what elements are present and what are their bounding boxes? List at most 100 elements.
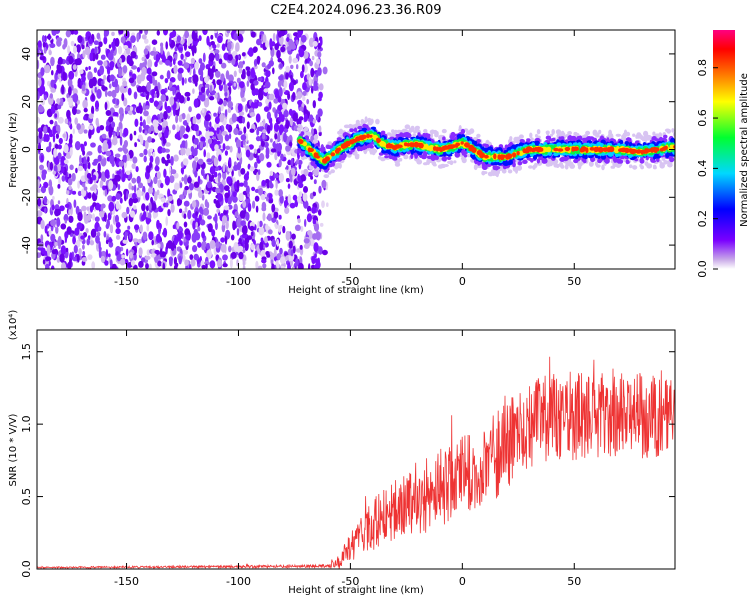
noise-speckle: [57, 200, 61, 205]
noise-speckle: [285, 178, 290, 183]
noise-speckle: [135, 106, 141, 114]
noise-speckle: [156, 30, 160, 36]
noise-speckle: [174, 182, 180, 191]
echo-cell: [518, 134, 524, 139]
noise-speckle: [240, 89, 244, 98]
echo-cell: [446, 156, 452, 160]
noise-speckle: [142, 119, 146, 129]
noise-speckle: [80, 124, 85, 131]
echo-cell: [626, 160, 630, 164]
noise-speckle: [81, 257, 88, 262]
noise-speckle: [276, 253, 282, 261]
noise-speckle: [265, 40, 269, 48]
noise-speckle: [163, 30, 168, 36]
echo-cell: [360, 118, 365, 125]
echo-cell: [384, 155, 389, 159]
noise-speckle: [48, 49, 52, 56]
noise-speckle: [127, 225, 131, 230]
noise-speckle: [129, 251, 133, 259]
noise-speckle: [237, 103, 243, 113]
noise-speckle: [145, 218, 152, 223]
noise-speckle: [50, 233, 56, 242]
noise-speckle: [200, 69, 204, 78]
noise-speckle: [192, 245, 198, 253]
noise-speckle: [185, 51, 191, 58]
noise-speckle: [216, 127, 220, 135]
noise-speckle: [262, 263, 267, 269]
noise-speckle: [226, 30, 231, 34]
noise-speckle: [250, 231, 254, 237]
noise-speckle: [207, 215, 212, 220]
noise-speckle: [309, 60, 313, 67]
noise-speckle: [131, 177, 137, 184]
noise-speckle: [254, 195, 260, 202]
echo-cell: [567, 131, 572, 135]
noise-speckle: [139, 62, 143, 71]
noise-speckle: [150, 253, 156, 258]
echo-cell: [461, 157, 467, 164]
noise-speckle: [89, 52, 93, 62]
noise-speckle: [155, 156, 160, 166]
noise-speckle: [83, 107, 88, 113]
noise-speckle: [74, 117, 78, 125]
noise-speckle: [252, 46, 258, 53]
echo-cell: [463, 154, 468, 158]
noise-speckle: [161, 147, 166, 153]
noise-speckle: [157, 260, 162, 267]
noise-speckle: [118, 160, 125, 167]
noise-speckle: [174, 133, 180, 140]
noise-speckle: [63, 213, 69, 222]
noise-speckle: [205, 139, 209, 149]
noise-speckle: [210, 34, 214, 40]
noise-speckle: [88, 125, 94, 131]
noise-speckle: [65, 30, 71, 38]
noise-speckle: [297, 33, 302, 38]
noise-speckle: [43, 125, 48, 134]
echo-cell: [667, 162, 673, 168]
noise-speckle: [173, 172, 179, 179]
noise-speckle: [185, 139, 188, 150]
noise-speckle: [191, 200, 197, 208]
noise-speckle: [241, 97, 246, 103]
echo-cell: [650, 159, 657, 163]
noise-speckle: [160, 182, 164, 189]
noise-speckle: [274, 152, 278, 161]
noise-speckle: [169, 36, 172, 45]
noise-speckle: [248, 47, 254, 57]
noise-speckle: [272, 67, 275, 75]
noise-speckle: [312, 100, 316, 109]
noise-speckle: [57, 116, 64, 124]
echo-cell: [519, 139, 524, 143]
noise-speckle: [260, 249, 266, 258]
noise-speckle: [179, 208, 183, 214]
noise-speckle: [296, 91, 303, 99]
noise-speckle: [143, 148, 148, 156]
echo-cell: [338, 162, 342, 169]
noise-speckle: [55, 124, 60, 132]
noise-speckle: [198, 35, 202, 42]
echo-cell: [422, 132, 426, 138]
noise-speckle: [267, 229, 273, 235]
noise-speckle: [272, 32, 276, 42]
noise-speckle: [78, 248, 82, 256]
noise-speckle: [136, 85, 143, 93]
noise-speckle: [124, 231, 128, 241]
noise-speckle: [278, 189, 283, 197]
echo-cell: [608, 133, 614, 137]
noise-speckle: [154, 93, 157, 98]
noise-speckle: [250, 70, 256, 78]
noise-speckle: [146, 67, 152, 75]
noise-speckle: [215, 70, 221, 78]
noise-speckle: [55, 133, 60, 139]
echo-cell: [300, 152, 305, 157]
noise-speckle: [61, 175, 66, 182]
noise-speckle: [143, 48, 149, 55]
noise-speckle: [41, 98, 45, 106]
noise-speckle: [206, 152, 211, 159]
noise-speckle: [37, 40, 42, 48]
noise-speckle: [289, 202, 296, 209]
echo-cell: [364, 116, 368, 123]
noise-speckle: [119, 57, 122, 64]
noise-speckle: [86, 206, 90, 211]
noise-speckle: [88, 113, 94, 119]
